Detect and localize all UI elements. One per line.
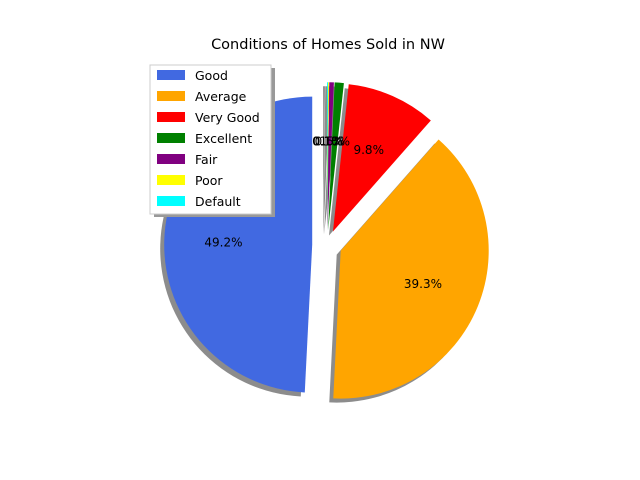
slice-default (327, 82, 328, 231)
legend-label-excellent: Excellent (195, 131, 252, 146)
legend-swatch-good (157, 70, 185, 80)
legend-swatch-very-good (157, 112, 185, 122)
legend-label-fair: Fair (195, 152, 218, 167)
legend-label-poor: Poor (195, 173, 223, 188)
legend-label-default: Default (195, 194, 241, 209)
legend-label-very-good: Very Good (195, 110, 260, 125)
legend-swatch-average (157, 91, 185, 101)
slice-label-average: 39.3% (404, 277, 442, 291)
slice-label-excellent: 1.0% (320, 135, 351, 149)
slice-label-default: 0.1% (312, 134, 343, 148)
chart-title: Conditions of Homes Sold in NW (211, 37, 445, 53)
slice-excellent (328, 82, 344, 231)
legend: Good Average Very Good Excellent Fair Poor Def… (149, 64, 275, 217)
slice-label-poor: 0.1% (313, 134, 344, 148)
legend-swatch-fair (157, 154, 185, 164)
slice-label-very-good: 9.8% (353, 143, 384, 157)
legend-swatch-excellent (157, 133, 185, 143)
slice-fair (327, 82, 334, 231)
slice-label-fair: 0.5% (315, 134, 346, 148)
legend-label-good: Good (195, 68, 228, 83)
slice-shadow-default (323, 86, 324, 235)
slice-shadow-poor (323, 86, 325, 235)
slice-poor (327, 82, 329, 231)
legend-swatch-default (157, 196, 185, 206)
slice-very-good (332, 84, 431, 232)
slice-labels: 49.2%39.3%9.8%1.0%0.5%0.1%0.1% (204, 134, 442, 291)
slice-label-good: 49.2% (204, 235, 242, 249)
legend-swatch-poor (157, 175, 185, 185)
slice-average (333, 139, 489, 399)
legend-label-average: Average (195, 89, 247, 104)
